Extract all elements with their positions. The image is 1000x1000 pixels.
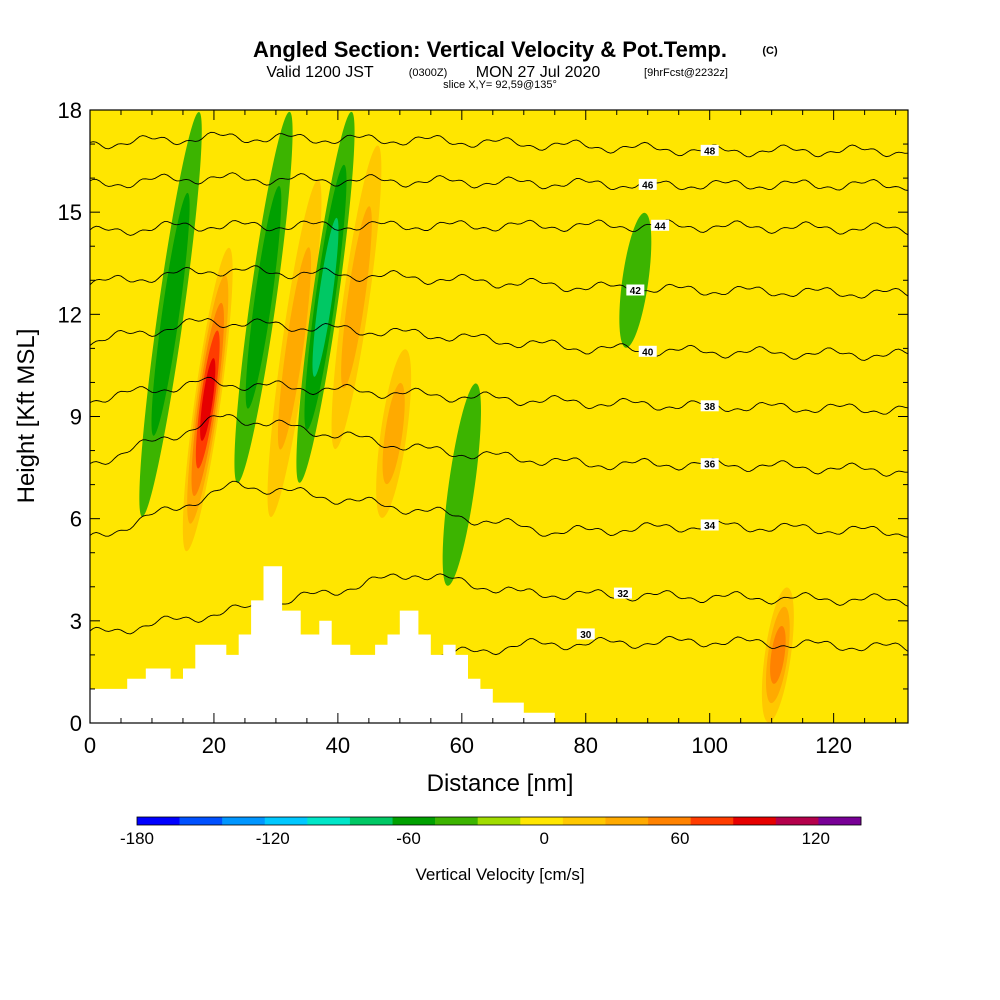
colorbar-segment-10 [562,817,606,825]
velocity-cell-1-4 [200,358,216,441]
y-axis-label: Height [Kft MSL] [13,329,40,504]
velocity-cell-3-1 [277,247,312,450]
theta-label-box-48 [700,144,719,156]
colorbar-tick--120: -120 [256,829,290,848]
colorbar-segment-5 [349,817,393,825]
colorbar-label: Vertical Velocity [cm/s] [415,865,584,884]
theta-contour-36 [90,414,908,477]
contour-labels: 30 32 34 36 38 40 42 44 46 48 [576,144,719,641]
colorbar-segment-2 [222,817,266,825]
colorbar-segment-1 [179,817,223,825]
theta-label-box-32 [613,587,632,599]
theta-contour-34 [90,480,908,538]
velocity-cell-8-0 [619,212,652,348]
colorbar-segment-0 [137,817,180,825]
velocity-cell-7-0 [442,383,481,586]
theta-label-box-34 [700,519,719,531]
theta-label-30: 30 [580,630,592,641]
theta-label-32: 32 [617,589,629,600]
x-tick-label-0: 0 [84,733,96,758]
colorbar-segment-14 [733,817,777,825]
theta-contour-38 [90,376,908,415]
y-tick-label-6: 6 [70,507,82,532]
y-tick-label-12: 12 [58,302,82,327]
colorbar-segment-8 [477,817,521,825]
colorbar-frame [136,816,862,826]
y-tick-label-18: 18 [58,98,82,123]
theta-label-box-38 [700,400,719,412]
forecast-info: [9hrFcst@2232z] [644,67,728,79]
colorbar-segment-15 [775,817,819,825]
colorbar-tick--180: -180 [120,829,154,848]
theta-label-box-42 [626,284,645,296]
theta-label-44: 44 [655,221,667,232]
x-tick-label-20: 20 [202,733,226,758]
theta-label-40: 40 [642,347,654,358]
colorbar-segment-11 [605,817,649,825]
chart-title: Angled Section: Vertical Velocity & Pot.… [253,37,727,62]
colorbar-segment-9 [520,817,564,825]
theta-contour-48 [90,131,908,158]
x-tick-label-60: 60 [450,733,474,758]
x-tick-label-120: 120 [815,733,852,758]
theta-label-34: 34 [704,521,716,532]
velocity-cell-9-2 [770,625,786,684]
theta-contour-44 [90,219,908,236]
colorbar-segment-4 [307,817,351,825]
theta-label-36: 36 [704,460,716,471]
theta-contour-46 [90,172,908,191]
y-tick-label-3: 3 [70,609,82,634]
x-tick-label-100: 100 [691,733,728,758]
theta-label-box-44 [651,219,670,231]
colorbar-segment-3 [264,817,308,825]
theta-label-46: 46 [642,180,654,191]
colorbar: -180 -120 -60 0 60 120 [120,816,862,848]
velocity-cell-0-1 [151,192,190,436]
colorbar-tick-120: 120 [802,829,830,848]
theta-label-box-46 [638,178,657,190]
theta-label-38: 38 [704,402,716,413]
velocity-cell-2-1 [245,186,282,409]
x-tick-label-40: 40 [326,733,350,758]
theta-contour-32 [90,573,908,635]
colorbar-segment-6 [392,817,436,825]
velocity-cell-4-2 [312,217,339,377]
slice-info: slice X,Y= 92,59@135° [443,79,557,91]
valid-zulu: (0300Z) [409,67,448,79]
colorbar-segment-7 [435,817,479,825]
y-tick-label-0: 0 [70,711,82,736]
copyright-mark: (C) [762,45,778,57]
colorbar-tick--60: -60 [396,829,421,848]
y-tick-label-9: 9 [70,405,82,430]
colorbar-segment-16 [818,817,862,825]
terrain-mask [90,566,908,723]
theta-label-box-30 [576,628,595,640]
valid-time: Valid 1200 JST [266,64,374,81]
colorbar-segment-12 [648,817,691,825]
colorbar-tick-60: 60 [671,829,690,848]
theta-contour-40 [90,318,908,361]
colorbar-tick-0: 0 [540,829,549,848]
colorbar-segment-13 [690,817,734,825]
theta-contour-42 [90,265,908,299]
x-axis-label: Distance [nm] [427,770,574,797]
theta-label-48: 48 [704,146,716,157]
theta-label-box-36 [700,458,719,470]
vertical-velocity-field [139,111,794,723]
x-tick-label-80: 80 [574,733,598,758]
y-tick-label-15: 15 [58,200,82,225]
velocity-cell-6-1 [382,382,405,485]
theta-contours [90,131,908,703]
theta-label-42: 42 [630,286,642,297]
velocity-cell-5-1 [341,206,372,389]
theta-label-box-40 [638,345,657,357]
valid-date: MON 27 Jul 2020 [476,64,601,81]
